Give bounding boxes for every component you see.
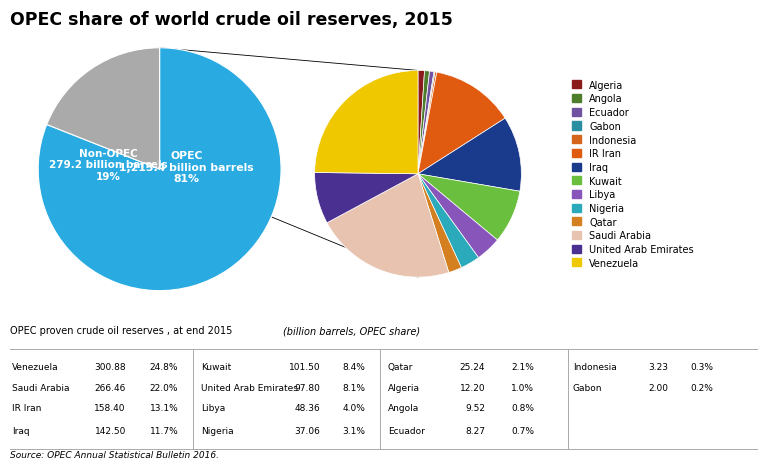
- Text: OPEC proven crude oil reserves , at end 2015: OPEC proven crude oil reserves , at end …: [10, 325, 236, 336]
- Text: 0.8%: 0.8%: [511, 403, 534, 413]
- Text: 142.50: 142.50: [94, 425, 126, 435]
- Text: 11.7%: 11.7%: [150, 425, 179, 435]
- Wedge shape: [418, 174, 461, 273]
- Text: 8.1%: 8.1%: [343, 383, 366, 392]
- Text: 0.3%: 0.3%: [691, 362, 714, 371]
- Text: 97.80: 97.80: [295, 383, 321, 392]
- Wedge shape: [418, 73, 435, 174]
- Text: 300.88: 300.88: [94, 362, 126, 371]
- Wedge shape: [315, 173, 418, 223]
- Text: Angola: Angola: [388, 403, 420, 413]
- Wedge shape: [327, 174, 449, 278]
- Text: Indonesia: Indonesia: [573, 362, 616, 371]
- Text: Nigeria: Nigeria: [201, 425, 233, 435]
- Text: 101.50: 101.50: [289, 362, 321, 371]
- Text: United Arab Emirates: United Arab Emirates: [201, 383, 298, 392]
- Text: Iraq: Iraq: [12, 425, 30, 435]
- Text: Libya: Libya: [201, 403, 225, 413]
- Wedge shape: [418, 71, 425, 174]
- Text: OPEC
1,213.4 billion barrels
81%: OPEC 1,213.4 billion barrels 81%: [119, 151, 254, 184]
- Wedge shape: [418, 73, 437, 174]
- Wedge shape: [418, 119, 521, 192]
- Wedge shape: [418, 72, 434, 174]
- Text: 2.00: 2.00: [648, 383, 669, 392]
- Wedge shape: [418, 73, 505, 174]
- Wedge shape: [46, 49, 160, 170]
- Text: 8.27: 8.27: [465, 425, 485, 435]
- Wedge shape: [315, 71, 418, 174]
- Text: 2.1%: 2.1%: [511, 362, 534, 371]
- Wedge shape: [418, 174, 497, 258]
- Text: 9.52: 9.52: [465, 403, 485, 413]
- Legend: Algeria, Angola, Ecuador, Gabon, Indonesia, IR Iran, Iraq, Kuwait, Libya, Nigeri: Algeria, Angola, Ecuador, Gabon, Indones…: [568, 77, 698, 272]
- Text: 8.4%: 8.4%: [343, 362, 366, 371]
- Text: 48.36: 48.36: [295, 403, 321, 413]
- Text: Saudi Arabia: Saudi Arabia: [12, 383, 70, 392]
- Text: (billion barrels, OPEC share): (billion barrels, OPEC share): [283, 325, 420, 336]
- Text: 37.06: 37.06: [295, 425, 321, 435]
- Text: Qatar: Qatar: [388, 362, 413, 371]
- Text: 25.24: 25.24: [460, 362, 485, 371]
- Text: Source: OPEC Annual Statistical Bulletin 2016.: Source: OPEC Annual Statistical Bulletin…: [10, 450, 219, 459]
- Text: IR Iran: IR Iran: [12, 403, 42, 413]
- Text: 158.40: 158.40: [94, 403, 126, 413]
- Text: 0.7%: 0.7%: [511, 425, 534, 435]
- Text: 3.1%: 3.1%: [343, 425, 366, 435]
- Wedge shape: [418, 174, 520, 241]
- Text: Ecuador: Ecuador: [388, 425, 425, 435]
- Text: Gabon: Gabon: [573, 383, 603, 392]
- Text: OPEC share of world crude oil reserves, 2015: OPEC share of world crude oil reserves, …: [10, 11, 453, 29]
- Text: 4.0%: 4.0%: [343, 403, 366, 413]
- Text: 0.2%: 0.2%: [691, 383, 714, 392]
- Text: 12.20: 12.20: [460, 383, 485, 392]
- Text: 1.0%: 1.0%: [511, 383, 534, 392]
- Wedge shape: [418, 72, 429, 174]
- Wedge shape: [38, 49, 281, 291]
- Text: 24.8%: 24.8%: [150, 362, 179, 371]
- Text: 13.1%: 13.1%: [150, 403, 179, 413]
- Text: Venezuela: Venezuela: [12, 362, 59, 371]
- Text: 22.0%: 22.0%: [150, 383, 179, 392]
- Wedge shape: [418, 174, 479, 268]
- Text: 3.23: 3.23: [648, 362, 669, 371]
- Text: Algeria: Algeria: [388, 383, 420, 392]
- Text: Non-OPEC
279.2 billion barrels
19%: Non-OPEC 279.2 billion barrels 19%: [49, 148, 168, 182]
- Text: Kuwait: Kuwait: [201, 362, 231, 371]
- Text: 266.46: 266.46: [94, 383, 126, 392]
